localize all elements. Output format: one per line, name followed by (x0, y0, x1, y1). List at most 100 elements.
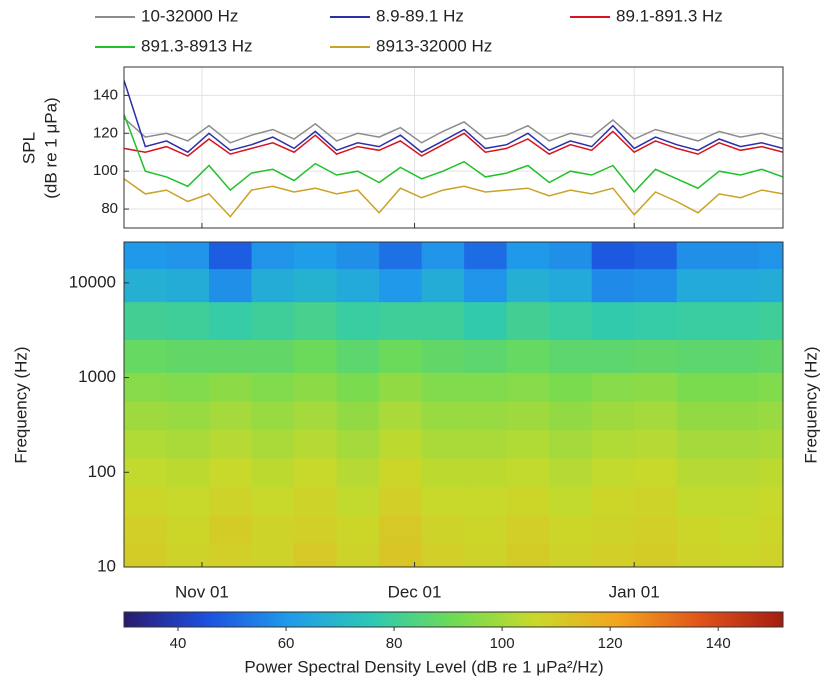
heatmap-cell (758, 301, 784, 340)
heatmap-cell (549, 429, 593, 459)
heatmap-cell (634, 542, 678, 568)
series-line (124, 130, 783, 157)
heatmap-cell (379, 301, 423, 340)
heatmap-cell (336, 486, 380, 516)
heatmap-cell (251, 339, 295, 373)
heatmap-cell (336, 429, 380, 459)
heatmap-cell (379, 242, 423, 270)
series-line (124, 114, 783, 194)
y-tick-label: 10000 (69, 272, 116, 291)
heatmap-cell (379, 401, 423, 431)
heatmap-cell (421, 268, 465, 303)
heatmap-cell (549, 542, 593, 568)
heatmap-cell (124, 242, 168, 270)
heatmap-cell (209, 372, 253, 402)
heatmap-cell (758, 339, 784, 373)
heatmap-cell (166, 339, 210, 373)
y-tick-label: 10 (97, 556, 116, 575)
y-tick-label: 80 (101, 200, 118, 217)
heatmap-cell (719, 542, 759, 568)
axes-frame (123, 66, 784, 229)
heatmap-cell (758, 458, 784, 488)
heatmap-cell (506, 486, 550, 516)
heatmap-cell (634, 242, 678, 270)
heatmap-cell (591, 301, 635, 340)
heatmap-cell (719, 515, 759, 544)
heatmap-cell (209, 458, 253, 488)
y-tick-label: 100 (88, 462, 116, 481)
colorbar (123, 611, 784, 628)
heatmap-cell (421, 458, 465, 488)
heatmap-cell (676, 301, 720, 340)
heatmap-cell (591, 542, 635, 568)
heatmap-cell (166, 301, 210, 340)
heatmap-cell (421, 486, 465, 516)
heatmap-cell (124, 429, 168, 459)
heatmap-cell (209, 542, 253, 568)
heatmap-cell (421, 542, 465, 568)
heatmap-cell (421, 301, 465, 340)
heatmap-cell (336, 401, 380, 431)
heatmap-cell (421, 242, 465, 270)
heatmap-cell (209, 301, 253, 340)
heatmap-cell (719, 339, 759, 373)
heatmap-cell (506, 242, 550, 270)
heatmap-cell (166, 458, 210, 488)
legend-label: 891.3-8913 Hz (141, 36, 253, 55)
heatmap-cell (591, 372, 635, 402)
heatmap-cell (464, 515, 508, 544)
heatmap-cell (549, 458, 593, 488)
heatmap-cell (676, 515, 720, 544)
heatmap-cell (124, 542, 168, 568)
heatmap-cell (209, 242, 253, 270)
legend-label: 8.9-89.1 Hz (376, 6, 464, 25)
heatmap-cell (506, 268, 550, 303)
y-tick-label: 120 (93, 124, 118, 141)
plot-area (124, 67, 783, 228)
heatmap-cell (251, 542, 295, 568)
heatmap-cell (379, 515, 423, 544)
heatmap-cell (166, 542, 210, 568)
heatmap-cell (294, 515, 338, 544)
heatmap-cell (634, 339, 678, 373)
heatmap-cell (336, 268, 380, 303)
heatmap-cell (634, 268, 678, 303)
heatmap-cell (209, 429, 253, 459)
heatmap-cell (591, 242, 635, 270)
heatmap-cell (676, 458, 720, 488)
heatmap-cell (124, 401, 168, 431)
heatmap-cell (336, 515, 380, 544)
heatmap-cell (591, 458, 635, 488)
heatmap-cell (379, 372, 423, 402)
heatmap-cell (124, 268, 168, 303)
heatmap-cell (719, 242, 759, 270)
heatmap-cell (549, 301, 593, 340)
heatmap-cell (506, 515, 550, 544)
heatmap-cell (464, 401, 508, 431)
heatmap-cell (166, 515, 210, 544)
axes-frame (123, 241, 784, 568)
heatmap-cell (379, 339, 423, 373)
heatmap-cell (464, 458, 508, 488)
heatmap-cell (294, 401, 338, 431)
heatmap-cell (421, 372, 465, 402)
legend-label: 10-32000 Hz (141, 6, 238, 25)
heatmap-cell (676, 372, 720, 402)
heatmap-cell (166, 372, 210, 402)
heatmap-cell (251, 301, 295, 340)
heatmap-cell (719, 268, 759, 303)
heatmap-cell (336, 542, 380, 568)
heatmap-cell (758, 515, 784, 544)
heatmap-cell (209, 268, 253, 303)
heatmap-cell (464, 242, 508, 270)
legend-label: 89.1-891.3 Hz (616, 6, 723, 25)
colorbar-tick-label: 120 (598, 635, 623, 652)
heatmap-cell (379, 542, 423, 568)
heatmap-cell (294, 542, 338, 568)
heatmap-cell (719, 429, 759, 459)
heatmap-cell (294, 458, 338, 488)
heatmap-cell (251, 268, 295, 303)
heatmap-cell (506, 301, 550, 340)
heatmap-cell (506, 429, 550, 459)
